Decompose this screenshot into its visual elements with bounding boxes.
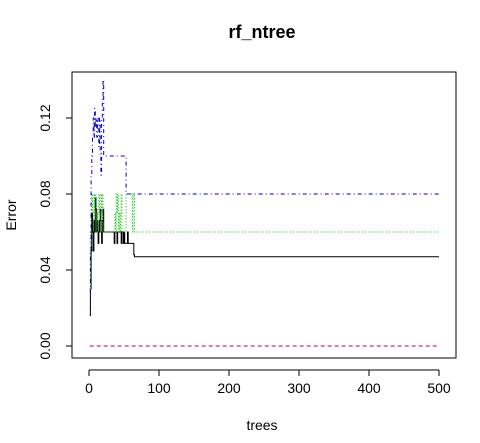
x-axis-label: trees	[246, 417, 277, 433]
series-layer	[89, 79, 439, 347]
x-tick-label: 100	[147, 380, 171, 396]
series-line-1	[89, 197, 439, 317]
x-tick-label: 500	[427, 380, 451, 396]
plot-frame	[71, 71, 457, 359]
y-axis-label: Error	[3, 199, 19, 230]
x-axis: 0 100 200 300 400 500	[85, 369, 451, 396]
y-axis: 0.00 0.04 0.08 0.12	[37, 104, 73, 360]
y-tick-label: 0.04	[37, 256, 53, 283]
x-tick-label: 300	[287, 380, 311, 396]
x-tick-label: 400	[357, 380, 381, 396]
x-tick-label: 0	[85, 380, 93, 396]
series-line-3	[89, 193, 439, 290]
x-tick-label: 200	[217, 380, 241, 396]
series-line-4	[89, 79, 439, 309]
chart-title: rf_ntree	[228, 22, 295, 42]
y-tick-label: 0.12	[37, 104, 53, 131]
y-tick-label: 0.08	[37, 180, 53, 207]
y-tick-label: 0.00	[37, 332, 53, 359]
